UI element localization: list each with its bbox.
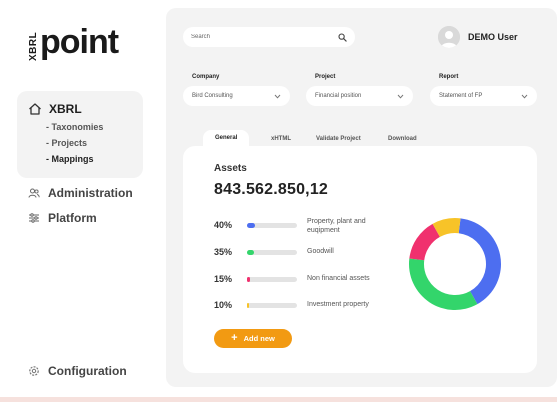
donut-segment [409, 258, 478, 310]
assets-total: 843.562.850,12 [214, 181, 329, 198]
plus-icon: + [231, 332, 238, 344]
asset-percent: 15% [214, 274, 233, 284]
sidebar-item-label: Configuration [48, 364, 127, 378]
gear-icon [29, 366, 39, 376]
report-value: Statement of FP [439, 93, 483, 99]
asset-percent: 35% [214, 247, 233, 257]
tab-validate-project[interactable]: Validate Project [316, 136, 361, 142]
sidebar-item-label: XBRL [49, 102, 82, 116]
asset-bar [247, 303, 297, 308]
search-icon[interactable] [338, 32, 347, 42]
company-label: Company [192, 74, 220, 80]
report-select[interactable]: Statement of FP [430, 86, 537, 106]
sidebar-item-xbrl[interactable]: XBRL [28, 102, 82, 116]
donut-segment [409, 223, 440, 261]
sidebar-item-label: Administration [48, 186, 133, 200]
asset-label: Non financial assets [307, 275, 370, 282]
asset-label: Investment property [307, 301, 369, 308]
asset-bar-fill [247, 277, 250, 282]
sidebar-item-configuration[interactable]: Configuration [28, 364, 127, 378]
avatar[interactable] [438, 26, 460, 48]
logo-prefix: XBRL [28, 31, 39, 61]
sidebar-item-platform[interactable]: Platform [28, 211, 97, 225]
tab-download[interactable]: Download [388, 136, 417, 142]
asset-label: Goodwill [307, 248, 334, 255]
sidebar-item-projects[interactable]: - Projects [46, 138, 88, 148]
asset-bar-fill [247, 223, 255, 228]
asset-percent: 10% [214, 300, 233, 310]
main-panel: DEMO User Company Bird Consulting Projec… [166, 8, 557, 387]
user-menu[interactable]: DEMO User [438, 26, 518, 48]
home-icon [29, 103, 41, 115]
donut-segment [432, 218, 461, 237]
sidebar-item-taxonomies[interactable]: - Taxonomies [46, 122, 104, 132]
asset-bar [247, 223, 297, 228]
project-select[interactable]: Financial position [306, 86, 413, 106]
sidebar-item-administration[interactable]: Administration [28, 186, 133, 200]
asset-bar-fill [247, 303, 249, 308]
asset-percent: 40% [214, 220, 233, 230]
donut-segment [458, 218, 501, 305]
project-value: Financial position [315, 93, 362, 99]
company-select[interactable]: Bird Consulting [183, 86, 290, 106]
company-value: Bird Consulting [192, 93, 233, 99]
chevron-down-icon [274, 94, 281, 99]
user-icon [438, 26, 460, 48]
search-box [183, 27, 355, 47]
logo-name: point [40, 23, 119, 61]
sidebar-item-label: Platform [48, 211, 97, 225]
asset-bar-fill [247, 250, 254, 255]
chevron-down-icon [397, 94, 404, 99]
assets-donut-chart [409, 218, 501, 310]
assets-card: Assets 843.562.850,12 40% Property, plan… [183, 146, 537, 373]
assets-title: Assets [214, 163, 247, 174]
search-input[interactable] [191, 34, 338, 40]
project-label: Project [315, 74, 336, 80]
add-new-button[interactable]: + Add new [214, 329, 292, 348]
asset-bar [247, 277, 297, 282]
tab-general[interactable]: General [203, 130, 250, 150]
sliders-icon [29, 213, 39, 223]
asset-bar [247, 250, 297, 255]
sidebar-section-xbrl: XBRL - Taxonomies - Projects - Mappings [17, 91, 143, 178]
chevron-down-icon [521, 94, 528, 99]
report-label: Report [439, 74, 459, 80]
tab-xhtml[interactable]: xHTML [271, 136, 291, 142]
user-name: DEMO User [468, 32, 518, 42]
add-new-label: Add new [243, 334, 275, 343]
sidebar-item-mappings[interactable]: - Mappings [46, 154, 94, 164]
users-icon [28, 188, 40, 198]
asset-label: Property, plant and euqipment [307, 218, 366, 234]
